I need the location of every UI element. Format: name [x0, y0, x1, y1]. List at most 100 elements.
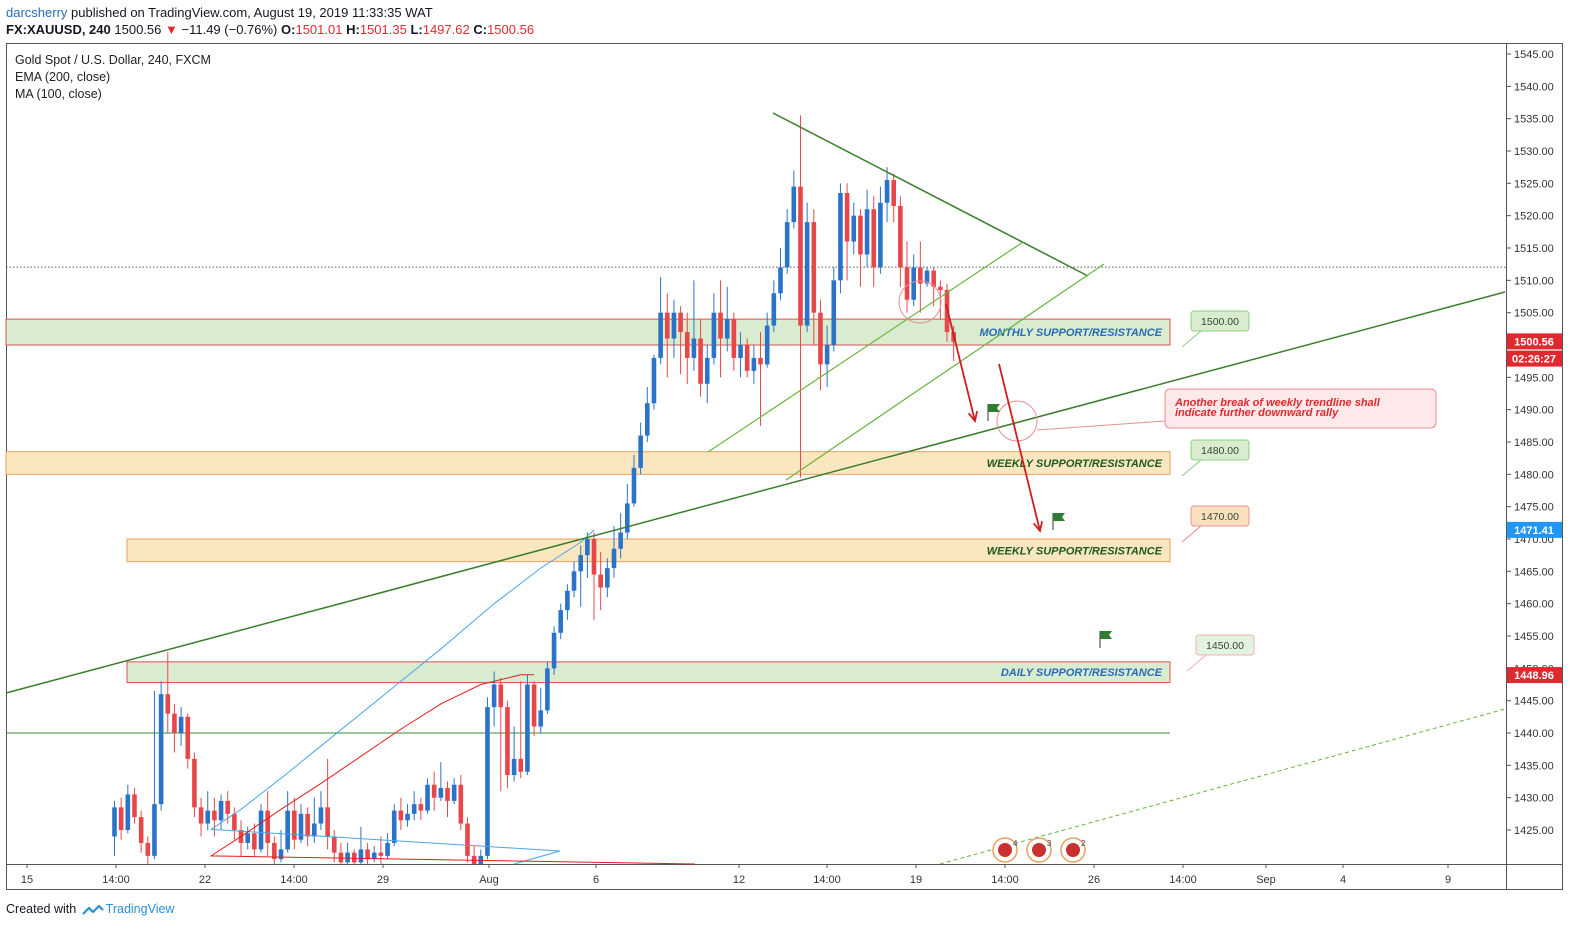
- y-tick-label: 1465.00: [1514, 566, 1554, 578]
- event-badge-text-0: 4: [1013, 839, 1018, 848]
- candle-body: [751, 357, 757, 371]
- candle-body: [165, 694, 171, 714]
- flag-2: [1053, 513, 1065, 521]
- published-text: published on TradingView.com, August 19,…: [71, 5, 433, 20]
- candle-body: [345, 852, 350, 863]
- candle-body: [844, 193, 850, 242]
- event-badge-text-2: 2: [1081, 839, 1086, 848]
- candle-body: [385, 842, 390, 856]
- candle-body: [185, 716, 191, 759]
- ma-100-line: [209, 674, 696, 865]
- candle-body: [365, 849, 370, 860]
- candle-body: [904, 267, 910, 300]
- level-callout-text-0: 1500.00: [1201, 316, 1239, 328]
- callout-pointer-2: [1181, 525, 1202, 543]
- candle-body: [498, 684, 504, 708]
- down-arrow-1: [945, 303, 976, 422]
- candle-body: [571, 571, 577, 591]
- legend-ema[interactable]: EMA (200, close): [15, 70, 111, 84]
- zone-label-0: MONTHLY SUPPORT/RESISTANCE: [979, 327, 1162, 339]
- candle-body: [378, 852, 384, 856]
- low-value: 1497.62: [422, 22, 470, 37]
- candle-body: [305, 813, 310, 837]
- triangle-upper-trendline: [772, 112, 1089, 277]
- level-callout-text-1: 1480.00: [1201, 445, 1239, 457]
- x-tick-label: Sep: [1256, 874, 1276, 886]
- candle-body: [451, 784, 457, 801]
- price-tag-text-2: 1471.41: [1514, 525, 1554, 537]
- candle-body: [791, 186, 797, 223]
- candle-body: [851, 215, 857, 242]
- candle-body: [218, 800, 224, 821]
- candle-body: [565, 590, 570, 611]
- candle-body: [831, 280, 837, 346]
- candle-body: [198, 807, 204, 824]
- candle-body: [331, 836, 337, 853]
- y-tick-label: 1490.00: [1514, 405, 1554, 417]
- candle-body: [445, 787, 450, 801]
- zone-2: [126, 538, 1171, 563]
- level-callout-1: [1190, 439, 1250, 461]
- candle-body: [351, 852, 357, 863]
- level-callout-text-2: 1470.00: [1201, 511, 1239, 523]
- y-tick-label: 1525.00: [1514, 178, 1554, 190]
- flag-3: [1100, 631, 1112, 639]
- candle-body: [684, 332, 690, 358]
- tradingview-link[interactable]: TradingView: [105, 902, 175, 916]
- candle-body: [485, 707, 490, 856]
- candle-body: [258, 810, 264, 850]
- x-tick-label: 4: [1340, 874, 1346, 886]
- y-tick-label: 1445.00: [1514, 696, 1554, 708]
- candle-body: [265, 810, 270, 843]
- candle-body: [518, 758, 524, 772]
- candle-body: [784, 222, 790, 268]
- candle-body: [312, 823, 317, 837]
- candle-body: [651, 357, 657, 404]
- candle-body: [172, 713, 177, 734]
- publish-line: darcsherry published on TradingView.com,…: [6, 4, 534, 21]
- legend-ma[interactable]: MA (100, close): [15, 87, 102, 101]
- candle-body: [824, 345, 830, 365]
- zone-label-1: WEEKLY SUPPORT/RESISTANCE: [987, 458, 1163, 470]
- zones-layer: MONTHLY SUPPORT/RESISTANCE WEEKLY SUPPORT…: [5, 318, 1171, 684]
- candle-body: [698, 338, 703, 384]
- candle-body: [325, 807, 330, 837]
- candle-body: [538, 710, 544, 727]
- candle-body: [878, 202, 883, 268]
- price-axis[interactable]: 1425.001430.001435.001440.001445.001450.…: [1506, 49, 1562, 837]
- x-tick-label: 22: [199, 874, 211, 886]
- candle-body: [611, 548, 617, 569]
- candle-body: [411, 804, 417, 814]
- candle-body: [138, 817, 144, 843]
- time-axis[interactable]: 15 14:00 22 14:00 29 Aug 6 12 14:00 19 14:00 26 14:0…: [21, 864, 1451, 886]
- candle-body: [811, 222, 817, 313]
- candle-body: [371, 852, 377, 860]
- event-flag-icon-1: [1032, 843, 1046, 857]
- candle-body: [545, 668, 550, 711]
- candle-body: [458, 784, 464, 824]
- open-value: 1501.01: [295, 22, 343, 37]
- down-arrow-icon: ▼: [165, 22, 178, 37]
- x-tick-label: 14:00: [280, 874, 308, 886]
- y-tick-label: 1480.00: [1514, 469, 1554, 481]
- ema-200-line: [210, 529, 595, 830]
- candle-body: [638, 435, 643, 468]
- high-value: 1501.35: [359, 22, 407, 37]
- y-tick-label: 1455.00: [1514, 631, 1554, 643]
- low-label: L:: [410, 22, 423, 37]
- candle-body: [505, 707, 510, 776]
- close-label: C:: [473, 22, 488, 37]
- candle-body: [744, 345, 750, 371]
- x-tick-label: 14:00: [813, 874, 841, 886]
- candle-body: [764, 325, 770, 365]
- candle-body: [818, 312, 823, 365]
- candle-body: [891, 180, 897, 206]
- author-link[interactable]: darcsherry: [6, 5, 68, 20]
- price-change: −11.49 (−0.76%): [181, 22, 278, 37]
- candle-body: [525, 684, 530, 772]
- candle-body: [585, 539, 590, 556]
- candle-body: [212, 810, 217, 821]
- zone-3: [126, 661, 1171, 684]
- y-tick-label: 1520.00: [1514, 211, 1554, 223]
